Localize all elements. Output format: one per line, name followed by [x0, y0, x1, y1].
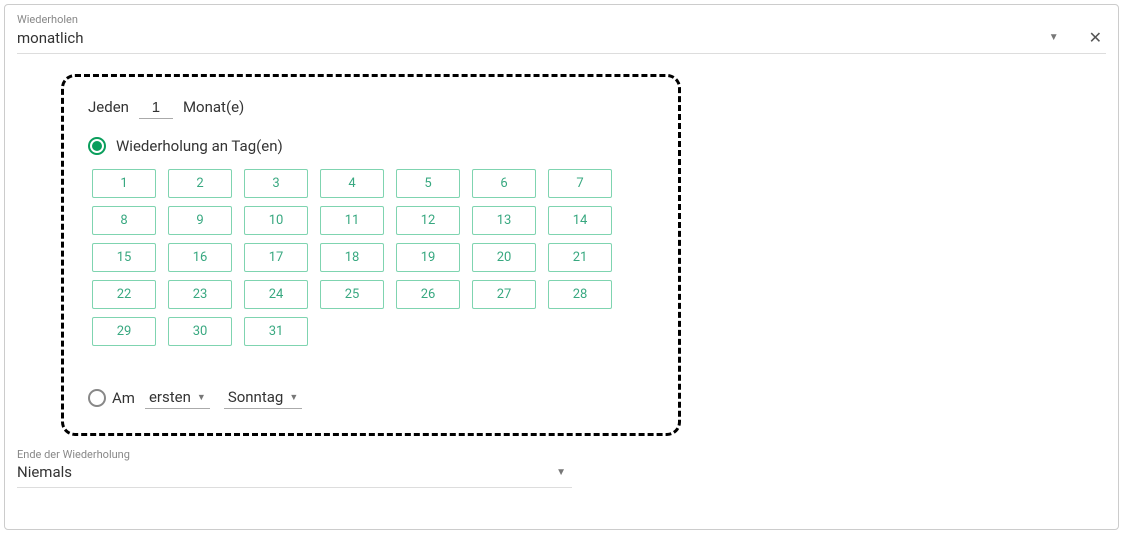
day-cell[interactable]: 29 [92, 317, 156, 346]
day-cell[interactable]: 5 [396, 169, 460, 198]
repeat-label: Wiederholen [17, 13, 1106, 26]
day-cell[interactable]: 15 [92, 243, 156, 272]
day-cell[interactable]: 2 [168, 169, 232, 198]
end-value: Niemals [17, 463, 550, 481]
day-cell[interactable]: 19 [396, 243, 460, 272]
day-cell[interactable]: 17 [244, 243, 308, 272]
day-cell[interactable]: 4 [320, 169, 384, 198]
day-cell[interactable]: 9 [168, 206, 232, 235]
chevron-down-icon: ▼ [197, 392, 206, 403]
day-cell[interactable]: 23 [168, 280, 232, 309]
day-cell[interactable]: 20 [472, 243, 536, 272]
chevron-down-icon: ▼ [289, 392, 298, 403]
interval-suffix: Monat(e) [183, 98, 244, 116]
day-cell[interactable]: 31 [244, 317, 308, 346]
day-cell[interactable]: 25 [320, 280, 384, 309]
weekday-select[interactable]: Sonntag ▼ [224, 386, 302, 409]
close-icon[interactable]: ✕ [1085, 28, 1106, 47]
ordinal-select[interactable]: ersten ▼ [145, 386, 210, 409]
chevron-down-icon[interactable]: ▼ [1043, 32, 1065, 43]
day-grid: 1234567891011121314151617181920212223242… [92, 169, 654, 346]
recurrence-panel: Wiederholen monatlich ▼ ✕ Jeden Monat(e)… [4, 4, 1119, 530]
day-cell[interactable]: 3 [244, 169, 308, 198]
end-select[interactable]: Niemals ▼ [17, 463, 572, 488]
chevron-down-icon[interactable]: ▼ [550, 467, 572, 478]
interval-row: Jeden Monat(e) [88, 97, 654, 119]
day-cell[interactable]: 1 [92, 169, 156, 198]
repeat-select[interactable]: monatlich ▼ ✕ [17, 28, 1106, 54]
recurrence-config-box: Jeden Monat(e) Wiederholung an Tag(en) 1… [61, 74, 681, 436]
day-cell[interactable]: 6 [472, 169, 536, 198]
day-cell[interactable]: 13 [472, 206, 536, 235]
day-cell[interactable]: 12 [396, 206, 460, 235]
day-cell[interactable]: 21 [548, 243, 612, 272]
day-cell[interactable]: 11 [320, 206, 384, 235]
repeat-value: monatlich [17, 29, 1043, 47]
day-cell[interactable]: 30 [168, 317, 232, 346]
on-weekday-radio[interactable] [88, 389, 106, 407]
day-cell[interactable]: 14 [548, 206, 612, 235]
day-cell[interactable]: 24 [244, 280, 308, 309]
interval-input[interactable] [139, 97, 173, 119]
day-cell[interactable]: 28 [548, 280, 612, 309]
on-days-radio-row: Wiederholung an Tag(en) [88, 137, 654, 155]
day-cell[interactable]: 16 [168, 243, 232, 272]
day-cell[interactable]: 26 [396, 280, 460, 309]
day-cell[interactable]: 22 [92, 280, 156, 309]
day-cell[interactable]: 27 [472, 280, 536, 309]
end-label: Ende der Wiederholung [17, 448, 1106, 461]
on-days-label: Wiederholung an Tag(en) [116, 137, 283, 155]
on-weekday-row: Am ersten ▼ Sonntag ▼ [88, 386, 654, 409]
on-days-radio[interactable] [88, 137, 106, 155]
day-cell[interactable]: 10 [244, 206, 308, 235]
end-section: Ende der Wiederholung Niemals ▼ [17, 448, 1106, 488]
day-cell[interactable]: 8 [92, 206, 156, 235]
day-cell[interactable]: 7 [548, 169, 612, 198]
day-cell[interactable]: 18 [320, 243, 384, 272]
weekday-value: Sonntag [228, 388, 284, 406]
interval-prefix: Jeden [88, 98, 129, 116]
ordinal-value: ersten [149, 388, 191, 406]
on-weekday-label: Am [112, 389, 135, 407]
